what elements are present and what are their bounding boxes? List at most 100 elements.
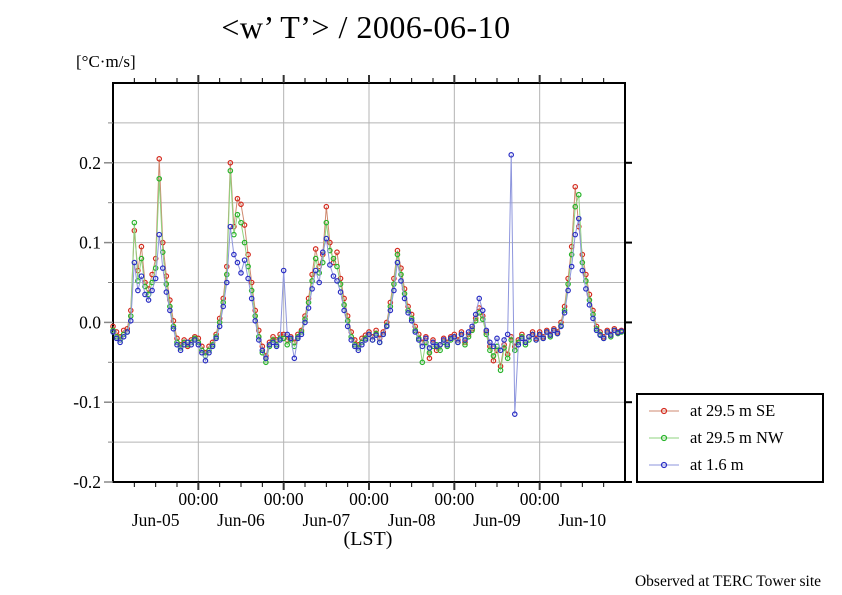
data-point (188, 341, 195, 348)
gridlines (113, 83, 625, 482)
data-point (344, 318, 351, 324)
data-point (444, 341, 451, 348)
data-point (554, 330, 561, 337)
data-point (238, 270, 244, 276)
data-point (419, 343, 426, 350)
data-point (149, 287, 155, 294)
data-point (568, 263, 575, 270)
data-point (199, 349, 205, 356)
footer-notes: Observed at TERC Tower site Created Auto… (377, 533, 821, 595)
data-point (302, 319, 308, 326)
data-point (497, 347, 504, 354)
y-tick-label: -0.1 (73, 392, 101, 412)
data-point (323, 235, 330, 242)
data-point (159, 265, 166, 271)
x-tick-date-label: Jun-06 (217, 510, 265, 530)
x-tick-time-label: 00:00 (520, 489, 560, 509)
data-point (529, 331, 536, 338)
data-point (380, 331, 387, 338)
data-point (511, 411, 518, 417)
data-point (423, 335, 429, 342)
data-point (241, 239, 248, 246)
data-point (398, 278, 404, 284)
data-point (519, 335, 525, 342)
data-point (316, 279, 323, 286)
data-point (334, 263, 340, 270)
x-axis-label: (LST) (343, 528, 393, 550)
data-point (138, 273, 145, 279)
data-point (583, 286, 589, 292)
data-point (426, 355, 433, 362)
data-point (440, 337, 447, 343)
data-point (156, 175, 163, 182)
data-point (366, 331, 372, 338)
data-point (284, 341, 291, 348)
data-point (234, 211, 241, 218)
data-point (170, 325, 177, 332)
data-point (216, 323, 223, 330)
data-point (309, 278, 315, 284)
data-point (398, 271, 404, 278)
data-point (405, 310, 411, 316)
data-point (341, 307, 347, 314)
data-point (572, 231, 579, 238)
data-point (305, 299, 312, 306)
data-point (305, 305, 312, 311)
data-point (323, 219, 330, 226)
data-point (415, 337, 422, 343)
data-point (583, 271, 589, 278)
data-point (604, 329, 611, 335)
data-point (120, 333, 127, 340)
data-point (202, 357, 209, 364)
data-point (479, 307, 486, 314)
data-point (263, 355, 269, 362)
data-point (234, 195, 241, 202)
data-point (348, 337, 355, 343)
data-point (291, 355, 298, 362)
y-axis-unit-label: [°C·m/s] (76, 52, 136, 71)
data-point (383, 323, 390, 330)
chart-title: <w’ T’> / 2006-06-10 (221, 9, 511, 45)
data-point (277, 337, 283, 343)
data-point (238, 201, 244, 208)
x-tick-date-label: Jun-09 (473, 510, 521, 530)
data-point (138, 243, 145, 250)
data-point (355, 347, 362, 354)
data-point (387, 307, 394, 314)
data-point (391, 287, 397, 294)
data-point (511, 347, 518, 354)
data-point (213, 335, 219, 342)
data-point (255, 337, 262, 343)
data-point (419, 359, 426, 366)
data-point (124, 329, 131, 335)
data-point (131, 259, 138, 266)
data-point (490, 353, 497, 359)
data-point (465, 329, 472, 335)
data-point (273, 343, 280, 350)
y-tick-label: -0.2 (73, 472, 101, 492)
data-point (330, 273, 337, 279)
data-point (394, 259, 401, 266)
x-tick-date-label: Jun-10 (559, 510, 607, 530)
data-point (248, 287, 255, 294)
data-point (156, 156, 163, 162)
data-point (522, 339, 529, 346)
data-point (142, 283, 148, 290)
series-h-1-6m-line (112, 154, 622, 415)
legend-box: at 29.5 m SE at 29.5 m NW at 1.6 m (636, 393, 824, 483)
x-tick-time-label: 00:00 (178, 489, 218, 509)
data-point (227, 223, 234, 230)
x-tick-date-label: Jun-08 (388, 510, 436, 530)
data-point (334, 249, 340, 255)
data-point (373, 332, 379, 338)
data-point (334, 278, 340, 284)
data-point (135, 287, 141, 294)
data-point (110, 329, 116, 335)
data-point (487, 339, 493, 346)
data-point (540, 335, 547, 342)
data-point (565, 281, 571, 287)
data-point (508, 152, 515, 158)
data-point (369, 337, 376, 343)
data-point (287, 335, 294, 342)
